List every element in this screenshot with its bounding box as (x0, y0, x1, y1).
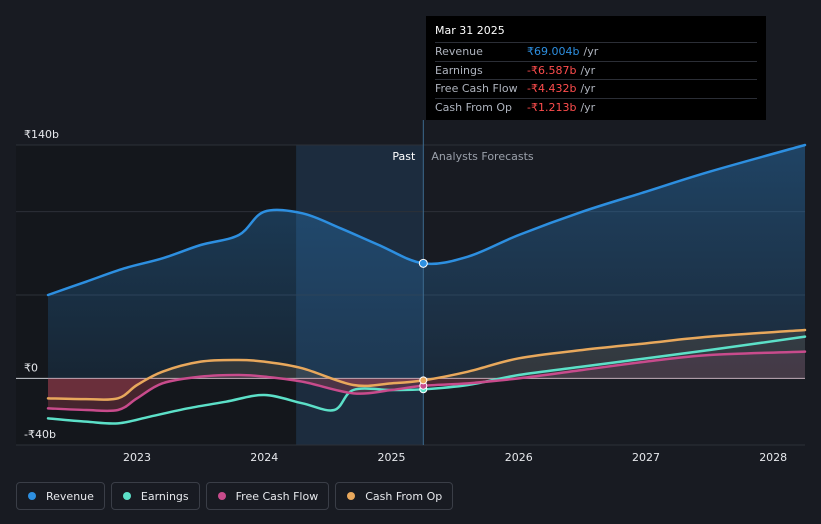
legend-label: Revenue (46, 489, 94, 503)
forecast-label: Analysts Forecasts (431, 150, 534, 163)
series-line-free-cash-flow (46, 350, 807, 413)
x-tick-label: 2024 (250, 451, 278, 464)
tooltip-row-earnings: Earnings -₹6.587b /yr (435, 60, 757, 80)
tooltip-unit: /yr (580, 82, 596, 96)
legend-item-earnings[interactable]: Earnings (110, 482, 200, 510)
legend: Revenue Earnings Free Cash Flow Cash Fro… (16, 482, 454, 510)
legend-item-cash-from-op[interactable]: Cash From Op (335, 482, 454, 510)
marker-revenue (418, 258, 428, 268)
positive-area (189, 351, 805, 378)
tooltip-value: -₹6.587b (527, 63, 577, 77)
legend-label: Earnings (140, 489, 189, 503)
legend-label: Cash From Op (365, 489, 443, 503)
tooltip-value: -₹4.432b (527, 82, 577, 96)
tooltip-value: -₹1.213b (527, 100, 577, 114)
y-tick-label: ₹0 (24, 361, 38, 374)
negative-area (48, 378, 805, 400)
tooltip-row-cash-from-op: Cash From Op -₹1.213b /yr (435, 97, 757, 117)
tooltip-label: Cash From Op (435, 100, 513, 114)
legend-item-free-cash-flow[interactable]: Free Cash Flow (205, 482, 330, 510)
tooltip-label: Free Cash Flow (435, 82, 518, 96)
past-label: Past (392, 150, 416, 163)
tooltip-row-free-cash-flow: Free Cash Flow -₹4.432b /yr (435, 79, 757, 98)
x-tick-label: 2028 (759, 451, 787, 464)
tooltip-value: ₹69.004b (527, 45, 580, 59)
tooltip-row-revenue: Revenue ₹69.004b /yr (435, 42, 757, 61)
y-tick-label: -₹40b (24, 428, 56, 441)
tooltip-unit: /yr (583, 45, 599, 59)
revenue-area (48, 145, 805, 379)
legend-dot-icon (122, 492, 131, 500)
x-tick-label: 2025 (378, 451, 406, 464)
x-tick-label: 2023 (123, 451, 151, 464)
tooltip: Mar 31 2025 Revenue ₹69.004b /yr Earning… (426, 16, 766, 120)
legend-dot-icon (28, 492, 36, 500)
legend-label: Free Cash Flow (235, 489, 319, 503)
tooltip-label: Earnings (435, 63, 483, 77)
legend-dot-icon (217, 492, 226, 500)
series-line-revenue (46, 143, 807, 297)
tooltip-unit: /yr (580, 63, 596, 77)
y-tick-label: ₹140b (24, 128, 59, 141)
tooltip-date: Mar 31 2025 (435, 24, 505, 37)
x-tick-label: 2026 (505, 451, 533, 464)
series-line-cash-from-op (46, 328, 807, 401)
tooltip-label: Revenue (435, 45, 483, 59)
marker-cash-from-op (419, 376, 428, 385)
positive-area (148, 330, 805, 378)
legend-dot-icon (347, 492, 356, 500)
legend-item-revenue[interactable]: Revenue (16, 482, 105, 510)
x-tick-label: 2027 (632, 451, 660, 464)
tooltip-unit: /yr (580, 100, 596, 114)
